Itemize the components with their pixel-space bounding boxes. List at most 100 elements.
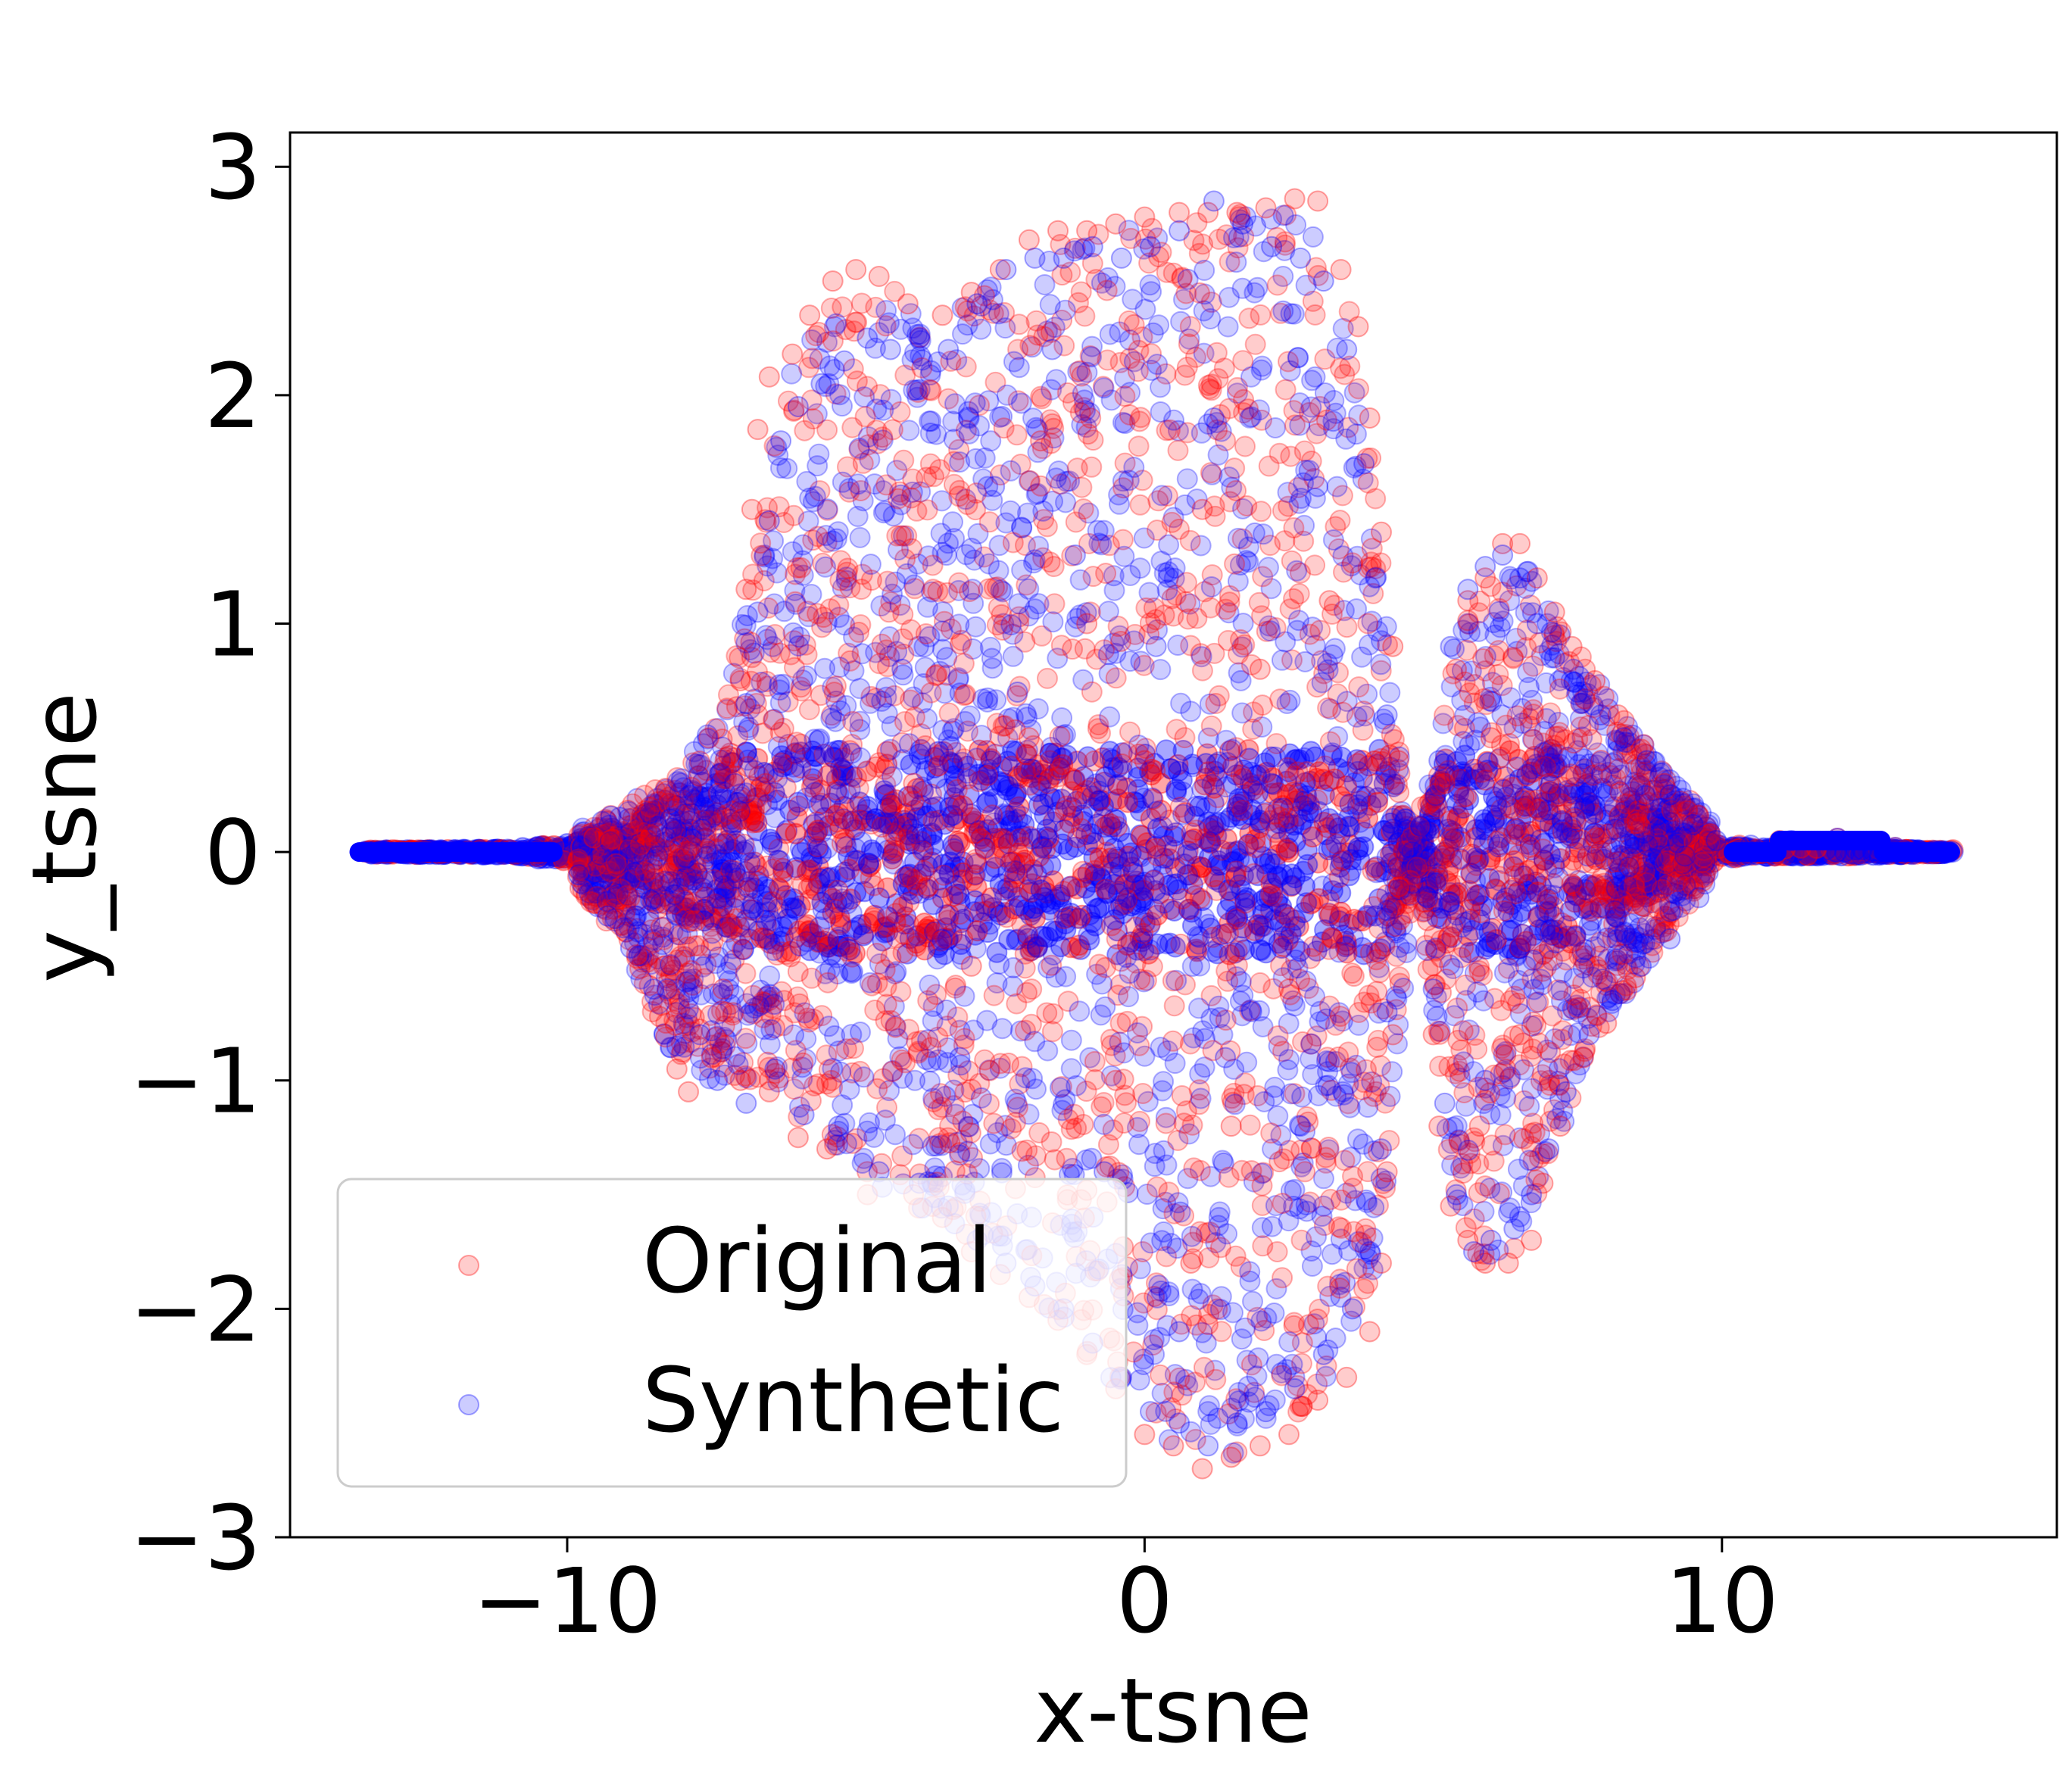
cloud-point (800, 859, 822, 881)
cloud-point (818, 815, 840, 837)
cloud-point (1479, 850, 1501, 872)
cloud-point (759, 932, 781, 954)
cloud-point (1250, 304, 1272, 326)
cloud-point (581, 841, 603, 863)
cloud-point (1296, 791, 1317, 813)
cloud-point (739, 928, 761, 950)
cloud-point (1178, 864, 1200, 886)
cloud-point (1634, 805, 1655, 826)
cloud-point (1204, 760, 1226, 782)
cloud-point (1480, 846, 1502, 868)
cloud-point (1612, 846, 1634, 867)
cloud-point (755, 909, 777, 931)
cloud-point (815, 525, 837, 547)
cloud-point (1171, 769, 1193, 791)
cloud-point (739, 810, 761, 831)
cloud-point (1175, 802, 1197, 824)
cloud-point (1332, 924, 1354, 946)
cloud-point (1604, 897, 1626, 919)
cloud-point (908, 743, 930, 765)
cloud-point (1208, 850, 1229, 872)
cloud-point (1072, 498, 1094, 520)
cloud-point (1225, 1245, 1247, 1267)
cloud-point (798, 699, 820, 721)
cloud-point (1237, 851, 1258, 873)
cloud-point (1142, 322, 1164, 344)
cloud-point (663, 837, 685, 859)
cloud-point (1538, 937, 1560, 959)
cloud-point (875, 784, 897, 805)
cloud-point (1074, 305, 1096, 327)
cloud-point (1264, 853, 1286, 875)
cloud-point (1060, 781, 1082, 803)
cloud-point (1294, 875, 1316, 897)
cloud-point (1250, 939, 1272, 960)
cloud-point (1150, 1364, 1172, 1386)
cloud-point (1393, 822, 1415, 844)
cloud-point (1042, 611, 1064, 633)
cloud-point (1275, 379, 1297, 401)
cloud-point (1165, 857, 1187, 879)
cloud-point (1125, 792, 1147, 814)
cloud-point (1272, 204, 1294, 226)
cloud-point (632, 831, 654, 853)
cloud-point (818, 934, 840, 956)
cloud-point (1593, 848, 1615, 870)
cloud-point (1244, 333, 1266, 355)
cloud-point (710, 859, 732, 880)
cloud-point (1072, 804, 1094, 826)
cloud-point (1135, 839, 1156, 861)
cloud-point (1086, 898, 1108, 919)
cloud-point (1142, 788, 1164, 810)
cloud-point (968, 763, 989, 785)
cloud-point (833, 796, 855, 817)
cloud-point (1077, 863, 1099, 884)
cloud-point (1151, 485, 1173, 507)
cloud-point (953, 1028, 975, 1050)
cloud-point (591, 826, 613, 848)
cloud-point (1537, 745, 1559, 767)
cloud-point (1093, 377, 1115, 399)
cloud-point (1318, 905, 1340, 927)
cloud-point (944, 765, 965, 787)
cloud-point (1543, 753, 1565, 775)
cloud-point (1429, 772, 1451, 794)
cloud-point (1075, 1149, 1097, 1171)
cloud-point (997, 750, 1019, 772)
cloud-point (1406, 836, 1428, 858)
cloud-point (943, 838, 965, 859)
cloud-point (1294, 650, 1316, 672)
cloud-point (922, 554, 944, 576)
cloud-point (1163, 995, 1185, 1017)
cloud-point (996, 779, 1018, 801)
cloud-point (1248, 817, 1270, 839)
cloud-point (1675, 858, 1697, 880)
cloud-point (1368, 738, 1390, 760)
cloud-point (1468, 956, 1490, 978)
cloud-point (1549, 848, 1571, 869)
cloud-point (1013, 852, 1034, 874)
cloud-point (1624, 818, 1646, 840)
cloud-point (1493, 766, 1515, 788)
cloud-point (641, 891, 663, 913)
cloud-point (1099, 706, 1121, 728)
cloud-point (576, 828, 598, 850)
cloud-point (1335, 930, 1357, 952)
cloud-point (1645, 871, 1667, 893)
cloud-point (1265, 417, 1286, 438)
cloud-point (1032, 793, 1054, 815)
cloud-point (1659, 831, 1681, 853)
cloud-point (1539, 747, 1561, 769)
cloud-point (997, 827, 1019, 849)
cloud-point (1550, 927, 1572, 949)
cloud-point (998, 928, 1020, 950)
cloud-point (851, 803, 873, 825)
cloud-point (1066, 878, 1088, 900)
cloud-point (1239, 822, 1261, 844)
cloud-point (1393, 840, 1415, 862)
cloud-point (1063, 1103, 1085, 1125)
cloud-point (1105, 667, 1127, 689)
cloud-point (1255, 942, 1277, 964)
cloud-point (1040, 854, 1062, 876)
cloud-point (1210, 1286, 1232, 1308)
